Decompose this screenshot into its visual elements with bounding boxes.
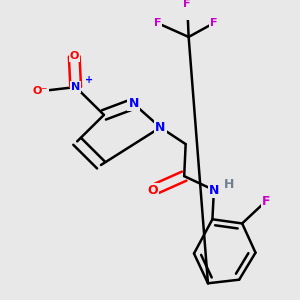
Text: N: N bbox=[71, 82, 80, 92]
Text: O⁻: O⁻ bbox=[32, 86, 48, 96]
Text: F: F bbox=[262, 195, 270, 208]
Text: F: F bbox=[183, 0, 191, 8]
Text: F: F bbox=[210, 18, 218, 28]
Text: O: O bbox=[148, 184, 158, 196]
Text: N: N bbox=[128, 97, 139, 110]
Text: O: O bbox=[70, 51, 79, 62]
Text: F: F bbox=[154, 18, 161, 28]
Text: N: N bbox=[209, 184, 219, 196]
Text: H: H bbox=[224, 178, 234, 191]
Text: +: + bbox=[85, 75, 93, 85]
Text: N: N bbox=[155, 121, 166, 134]
